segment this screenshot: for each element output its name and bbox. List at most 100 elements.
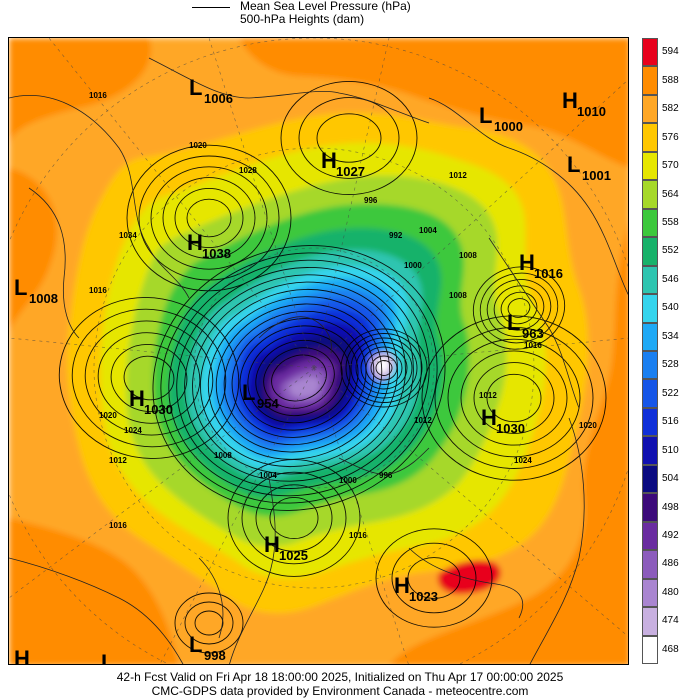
low-pressure-center: L 998	[189, 632, 226, 663]
isobar	[500, 291, 538, 325]
isobar-label: 1012	[479, 391, 497, 400]
isobar-label: 1012	[109, 456, 127, 465]
pressure-center-value: 1038	[202, 246, 231, 261]
isobar-label: 1008	[449, 291, 467, 300]
pressure-center-value: 998	[204, 648, 226, 663]
isobar	[263, 347, 335, 409]
scale-label: 594	[662, 46, 679, 58]
low-pressure-center: L 1001	[567, 152, 611, 183]
scale-label: 570	[662, 160, 679, 172]
scale-swatch	[642, 351, 658, 380]
scale-swatch	[642, 635, 658, 664]
isobar	[192, 281, 406, 475]
pressure-center-value: 1006	[204, 91, 233, 106]
scale-label: 528	[662, 359, 679, 371]
isobar	[340, 328, 428, 408]
isobar	[391, 542, 477, 614]
isobar	[174, 187, 244, 249]
isobar	[421, 315, 607, 481]
scale-swatch	[642, 464, 658, 494]
graticule	[9, 38, 628, 664]
isobar	[58, 297, 240, 459]
scale-label: 564	[662, 188, 679, 200]
scale-label: 492	[662, 529, 679, 541]
isobar-label: 1020	[189, 141, 207, 150]
isobar	[227, 459, 361, 577]
isobar-label: 1024	[514, 456, 532, 465]
isobar	[126, 144, 292, 292]
isobar	[241, 471, 347, 565]
scale-swatch	[642, 38, 658, 67]
isobar	[176, 267, 422, 489]
isobar-label: 1024	[124, 426, 142, 435]
scale-label: 498	[662, 501, 679, 513]
scale-label: 546	[662, 273, 679, 285]
high-pressure-center: H 1030	[481, 405, 525, 436]
data-credit-text: CMC-GDPS data provided by Environment Ca…	[151, 684, 529, 698]
isobar	[162, 177, 256, 259]
coastlines	[9, 57, 628, 664]
scale-label: 510	[662, 444, 679, 456]
isobar-label: 1012	[414, 416, 432, 425]
scale-swatch	[642, 123, 658, 152]
isobar	[231, 318, 367, 438]
pressure-center-letter: L	[189, 75, 202, 100]
isobar	[355, 342, 413, 394]
pressure-center-value: 954	[257, 396, 279, 411]
isobar	[280, 80, 418, 196]
pressure-center-letter: H	[129, 386, 145, 411]
isobar-label: 1016	[89, 91, 107, 100]
pressure-center-letter: H	[519, 250, 535, 275]
scale-label: 534	[662, 330, 679, 342]
high-pressure-center: H 1038	[187, 230, 231, 261]
isobar	[298, 97, 400, 179]
scale-swatch	[642, 521, 658, 551]
scale-swatch	[642, 294, 658, 323]
weather-map: 1016 1020 1028 1034 1016 1012 1008 1020 1024 1012…	[8, 37, 629, 665]
high-pressure-center: H 1016	[519, 250, 563, 281]
low-pressure-center: L 1008	[14, 275, 58, 306]
scale-swatch	[642, 493, 658, 522]
scale-swatch	[642, 237, 658, 266]
pressure-center-value: 1016	[534, 266, 563, 281]
isobar-label: 1004	[259, 471, 277, 480]
pressure-center-letter: L	[479, 103, 492, 128]
isobar	[434, 327, 594, 469]
scale-label: 480	[662, 586, 679, 598]
pressure-center-letter: H	[394, 573, 410, 598]
scale-label: 522	[662, 387, 679, 399]
isobar-labels: 1016 1020 1028 1034 1016 1012 1008 1020 1024 1012…	[89, 91, 597, 540]
scale-swatch	[642, 151, 658, 181]
isobar-label: 992	[389, 231, 403, 240]
isobar	[239, 325, 359, 431]
high-pressure-center: H 1027	[321, 148, 365, 179]
isobar	[370, 355, 398, 381]
isobar-label: 1034	[119, 231, 137, 240]
isobar	[84, 320, 214, 436]
isobar-label: 996	[364, 196, 378, 205]
scale-swatch	[642, 550, 658, 579]
scale-label: 552	[662, 245, 679, 257]
low-pressure-center: L 954	[242, 380, 279, 411]
isobar-label: 1016	[89, 286, 107, 295]
isobar-label: 1016	[349, 531, 367, 540]
scale-swatch	[642, 180, 658, 209]
isobar	[407, 557, 461, 599]
isobar	[247, 332, 351, 424]
scale-label: 516	[662, 416, 679, 428]
isobar	[152, 245, 446, 511]
high-pressure-center: H 1025	[264, 532, 308, 563]
pressure-center-letter: L	[14, 275, 27, 300]
scale-label: 540	[662, 302, 679, 314]
pressure-center-letter: H	[321, 148, 337, 173]
isobar	[493, 285, 545, 331]
pressure-center-value: 1030	[144, 402, 173, 417]
isobar	[184, 274, 414, 482]
isobar	[184, 601, 234, 645]
pressure-center-value: 963	[522, 326, 544, 341]
pressure-center-letter: H	[14, 646, 30, 665]
scale-swatch	[642, 94, 658, 124]
isobar	[375, 528, 493, 628]
isobar	[486, 279, 552, 337]
pressure-center-value: 1023	[409, 589, 438, 604]
